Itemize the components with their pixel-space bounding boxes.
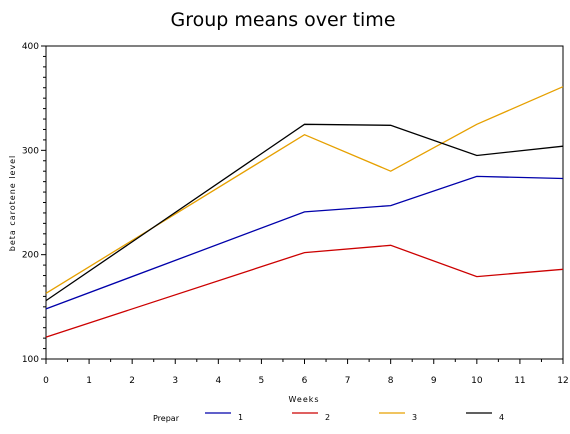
series-line-3	[45, 86, 564, 294]
x-tick-label: 10	[471, 376, 483, 386]
y-axis: 100 200 300 400	[22, 42, 46, 365]
x-tick-label: 0	[43, 376, 49, 386]
x-tick-label: 11	[514, 376, 525, 386]
x-tick-label: 4	[215, 376, 221, 386]
x-tick-label: 2	[129, 376, 135, 386]
legend-label-4: 4	[499, 413, 504, 422]
chart-title: Group means over time	[170, 9, 395, 31]
x-tick-label: 5	[259, 376, 265, 386]
legend-label-2: 2	[325, 413, 330, 422]
x-tick-label: 9	[431, 376, 437, 386]
x-tick-label: 8	[388, 376, 394, 386]
x-tick-label: 3	[172, 376, 178, 386]
series-line-2	[45, 244, 564, 338]
y-axis-label: beta carotene level	[8, 155, 17, 252]
x-tick-label: 6	[302, 376, 308, 386]
x-tick-label: 1	[86, 376, 92, 386]
x-tick-label: 12	[557, 376, 568, 386]
y-tick-label: 100	[22, 355, 39, 365]
legend: Prepar 1 2 3 4	[153, 412, 504, 423]
x-axis: 0 1 2 3 4 5 6 7 8 9 10 11 12	[43, 359, 569, 386]
series-line-1	[45, 175, 564, 310]
legend-label-1: 1	[238, 413, 243, 422]
series-lines	[45, 86, 564, 338]
y-tick-label: 400	[22, 42, 39, 52]
y-tick-label: 200	[22, 251, 39, 261]
legend-title: Prepar	[153, 414, 180, 423]
series-line-4	[45, 123, 564, 302]
x-tick-label: 7	[345, 376, 351, 386]
x-axis-label: Weeks	[288, 395, 319, 404]
legend-label-3: 3	[412, 413, 417, 422]
y-tick-label: 300	[22, 146, 39, 156]
